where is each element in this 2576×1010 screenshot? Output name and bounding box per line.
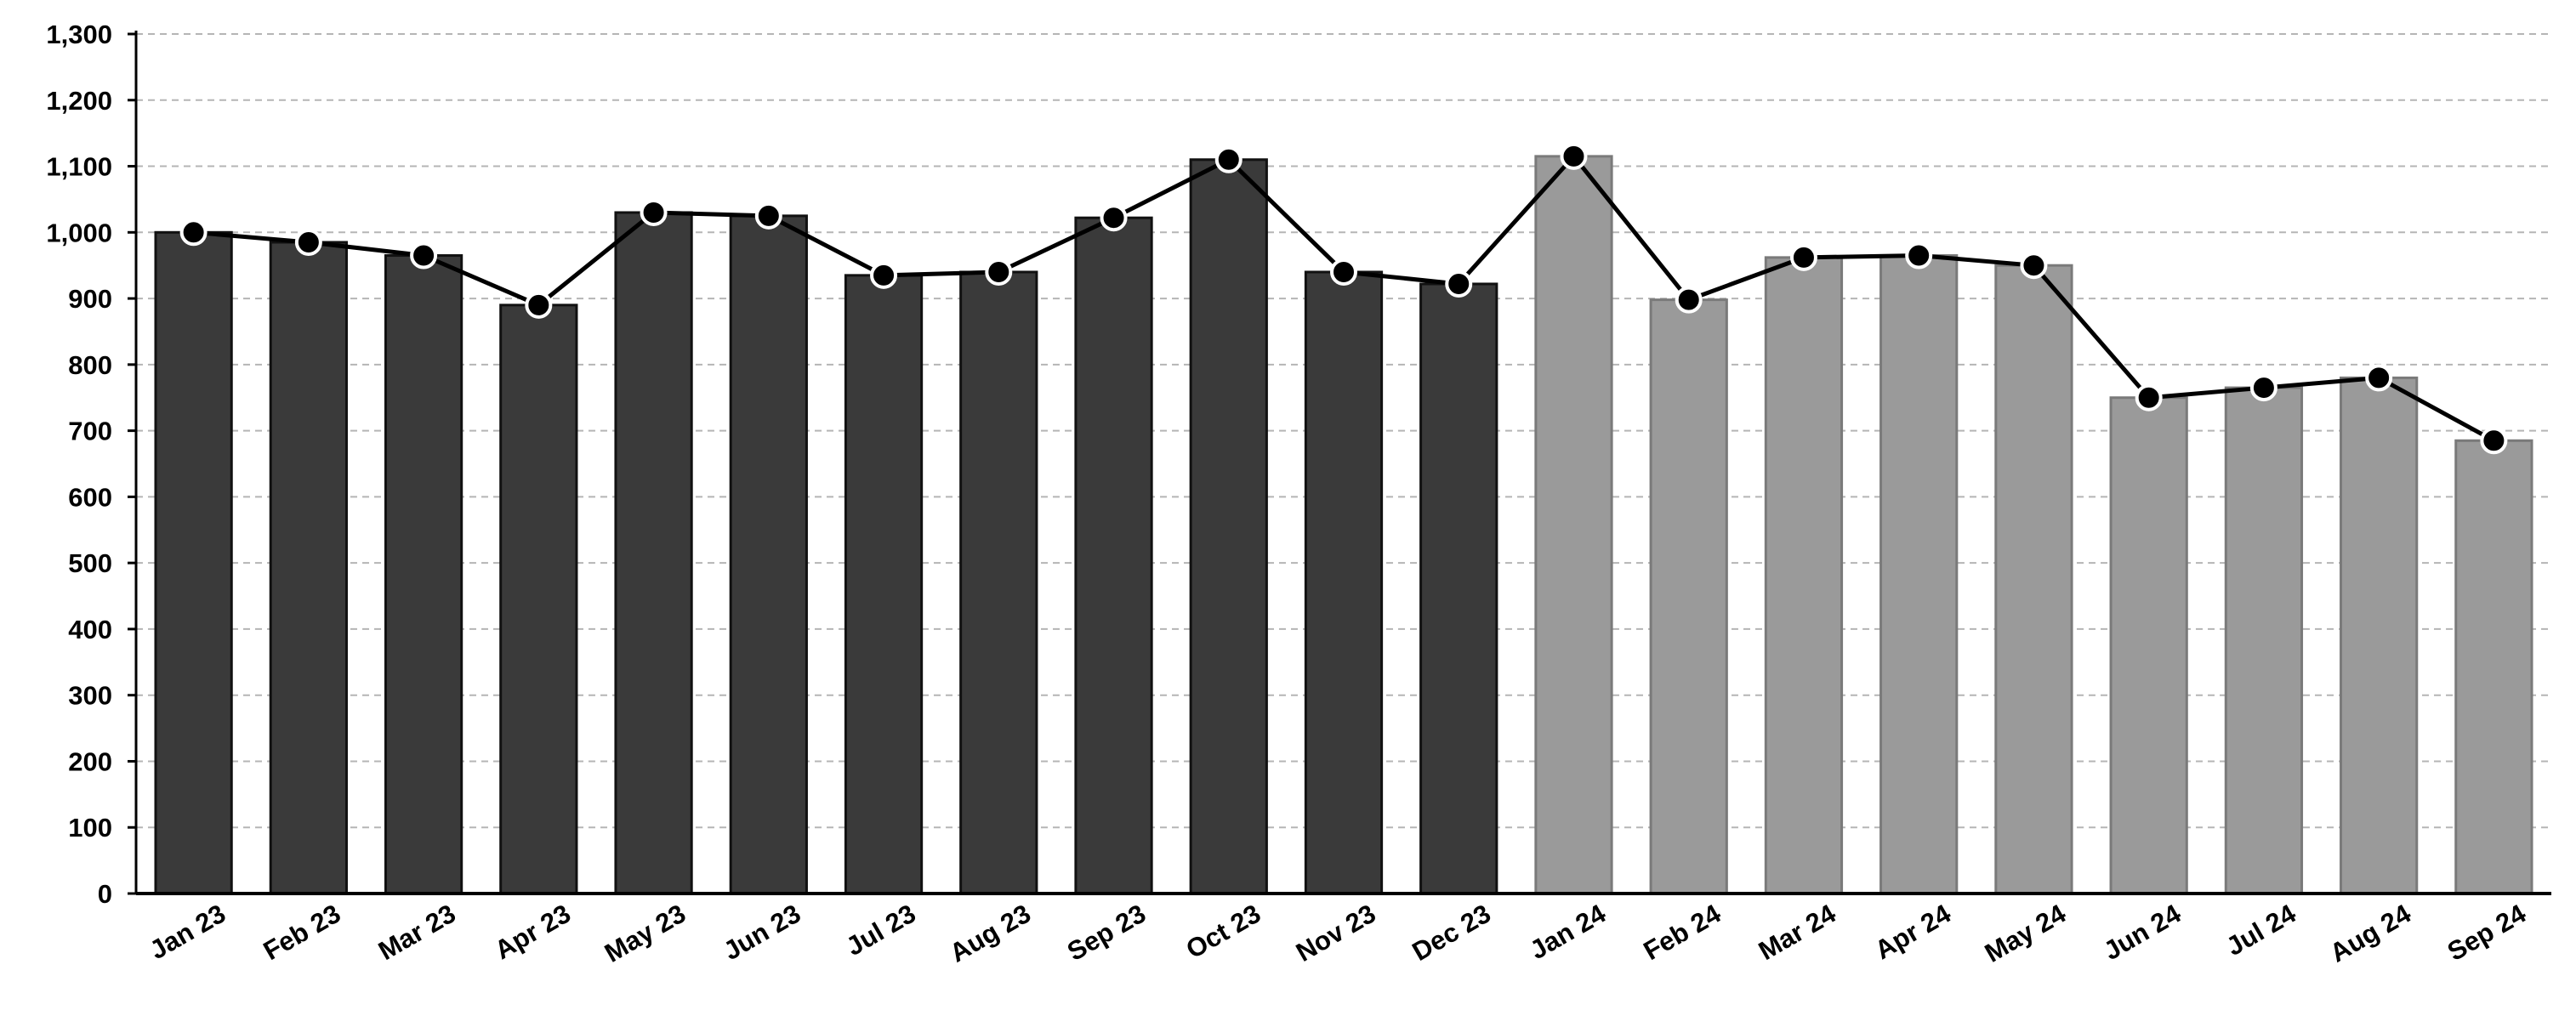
- bar-jun-24: [2109, 396, 2188, 895]
- line-point-nov-23: [1330, 258, 1357, 286]
- line-point-oct-23: [1214, 145, 1243, 173]
- line-point-sep-24: [2480, 427, 2508, 455]
- y-tick-label: 0: [98, 879, 112, 909]
- x-category-label: Jan 24: [1525, 898, 1612, 965]
- x-category-label: Feb 24: [1639, 898, 1726, 966]
- x-category-label: Oct 23: [1181, 899, 1266, 965]
- line-point-jul-23: [870, 261, 898, 289]
- y-tick-label: 300: [68, 681, 112, 711]
- bar-may-23: [614, 211, 693, 895]
- line-point-jan-23: [179, 218, 208, 247]
- y-tick-label: 1,000: [46, 218, 112, 247]
- line-point-sep-23: [1100, 204, 1128, 232]
- y-tick-label: 900: [68, 284, 112, 314]
- x-category-label: Jul 24: [2221, 898, 2301, 962]
- x-category-label: Jun 23: [719, 899, 806, 966]
- y-tick-label: 1,200: [46, 86, 112, 116]
- bar-feb-24: [1649, 298, 1728, 895]
- bar-jun-23: [729, 214, 808, 895]
- bar-aug-23: [959, 270, 1038, 895]
- line-point-may-23: [640, 198, 668, 226]
- line-point-feb-24: [1675, 286, 1703, 314]
- axes: [128, 31, 2551, 895]
- y-tick-label: 1,300: [46, 20, 112, 49]
- bar-jan-23: [154, 230, 233, 895]
- line-point-dec-23: [1445, 270, 1473, 298]
- x-category-label: Jan 23: [145, 899, 230, 966]
- x-category-label: Sep 23: [1062, 899, 1151, 967]
- y-tick-label: 700: [68, 417, 112, 446]
- bar-mar-23: [384, 254, 463, 895]
- bar-jul-23: [844, 274, 924, 895]
- bar-jan-24: [1534, 155, 1613, 895]
- line-point-jun-23: [754, 201, 782, 230]
- x-category-label: Nov 23: [1291, 899, 1381, 967]
- x-category-label: Apr 24: [1870, 898, 1957, 965]
- bar-feb-23: [269, 241, 348, 895]
- line-series: [179, 142, 2508, 455]
- y-tick-label: 1,100: [46, 152, 112, 182]
- y-tick-label: 100: [68, 813, 112, 843]
- x-category-label: Mar 23: [373, 899, 461, 966]
- y-tick-label: 800: [68, 350, 112, 380]
- line-point-jun-24: [2135, 383, 2163, 411]
- line-point-mar-24: [1789, 243, 1817, 271]
- x-category-label: Jul 23: [841, 899, 921, 962]
- x-axis-labels: Jan 23 Feb 23 Mar 23 Apr 23 May 23 Jun 23 Jul …: [145, 898, 2531, 967]
- x-category-label: Jun 24: [2099, 898, 2186, 966]
- bar-sep-23: [1074, 216, 1153, 895]
- bars: [154, 155, 2533, 895]
- bar-aug-24: [2340, 376, 2419, 895]
- line-point-mar-23: [410, 241, 438, 270]
- y-tick-label: 500: [68, 548, 112, 578]
- bar-sep-24: [2454, 439, 2533, 895]
- line-point-feb-23: [294, 228, 322, 256]
- x-category-label: Sep 24: [2442, 898, 2532, 967]
- y-axis-ticks: 0 100 200 300 400 500 600 700 800 900 1,000 1,100 1,…: [46, 20, 112, 909]
- bar-may-24: [1994, 264, 2073, 895]
- line-point-apr-23: [525, 291, 553, 319]
- line-point-apr-24: [1905, 241, 1933, 270]
- y-tick-label: 600: [68, 482, 112, 512]
- line-point-jul-24: [2249, 374, 2277, 402]
- x-category-label: May 23: [600, 899, 691, 968]
- x-category-label: Apr 23: [490, 899, 576, 966]
- bar-oct-23: [1189, 158, 1268, 895]
- bar-jul-24: [2224, 386, 2304, 895]
- x-category-label: Feb 23: [259, 899, 346, 966]
- bar-apr-24: [1879, 254, 1959, 895]
- bar-dec-23: [1419, 282, 1498, 895]
- bar-apr-23: [499, 304, 578, 895]
- y-tick-label: 400: [68, 615, 112, 644]
- line-point-may-24: [2020, 252, 2048, 280]
- x-category-label: Aug 23: [945, 899, 1036, 968]
- bar-mar-24: [1764, 256, 1844, 895]
- line-point-aug-24: [2365, 364, 2393, 392]
- line-point-jan-24: [1560, 142, 1588, 170]
- x-category-label: May 24: [1980, 898, 2072, 967]
- x-category-label: Mar 24: [1754, 898, 1841, 966]
- x-category-label: Dec 23: [1407, 899, 1496, 967]
- line-point-aug-23: [985, 258, 1013, 286]
- y-tick-label: 200: [68, 746, 112, 776]
- bar-nov-23: [1304, 270, 1384, 895]
- x-category-label: Aug 24: [2325, 898, 2417, 967]
